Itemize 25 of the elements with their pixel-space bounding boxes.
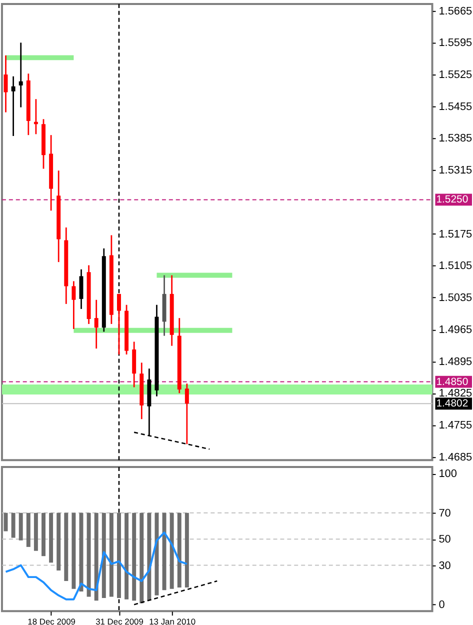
y-tick-label: 1.5525 (438, 69, 472, 82)
y-tick-label: 30 (438, 560, 451, 572)
y-tick-label: 1.4895 (438, 356, 472, 368)
y-tick-label: 0 (438, 599, 445, 612)
x-tick-label: 13 Jan 2010 (149, 616, 196, 625)
y-tick-label: 100 (438, 468, 457, 480)
x-tick-label: 18 Dec 2009 (28, 616, 76, 625)
y-tick-label: 1.4825 (438, 388, 472, 400)
y-tick-label: 1.5035 (438, 292, 472, 304)
ref-line-label: 1.5250 (436, 194, 468, 206)
y-tick-label: 1.5105 (438, 260, 472, 272)
ref-line-label: 1.4850 (436, 376, 468, 388)
y-tick-label: 1.5665 (438, 5, 472, 18)
y-tick-label: 1.4755 (438, 420, 472, 432)
x-tick-label: 31 Dec 2009 (96, 616, 144, 625)
y-tick-label: 1.5595 (438, 37, 472, 50)
y-tick-label: 1.4965 (438, 324, 472, 336)
y-tick-label: 1.5455 (438, 100, 472, 113)
y-tick-label: 1.4685 (438, 451, 472, 464)
y-tick-label: 70 (438, 507, 451, 520)
y-tick-label: 50 (438, 534, 451, 546)
y-tick-label: 1.5385 (438, 132, 472, 145)
ref-line-label: 1.4802 (436, 398, 468, 410)
y-tick-label: 1.5315 (438, 164, 472, 177)
y-tick-label: 1.5175 (438, 228, 472, 240)
